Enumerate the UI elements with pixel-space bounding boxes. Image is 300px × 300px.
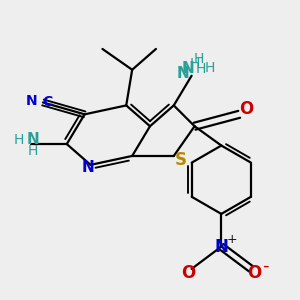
Text: -: - [262, 257, 268, 275]
Text: +: + [226, 233, 237, 246]
Text: O: O [239, 100, 254, 118]
Text: -: - [177, 62, 182, 76]
Text: H: H [195, 62, 206, 76]
Text: S: S [175, 152, 187, 169]
Text: N: N [214, 238, 228, 256]
Text: N: N [81, 160, 94, 175]
Text: O: O [182, 264, 196, 282]
Text: O: O [247, 264, 261, 282]
Text: N: N [177, 66, 190, 81]
Text: N: N [182, 61, 195, 76]
Text: N: N [25, 94, 37, 108]
Text: H: H [204, 61, 214, 75]
Text: C: C [42, 95, 52, 109]
Text: H: H [14, 133, 24, 147]
Text: H: H [194, 52, 204, 66]
Text: H: H [27, 145, 38, 158]
Text: N: N [26, 132, 39, 147]
Text: H: H [190, 57, 200, 71]
